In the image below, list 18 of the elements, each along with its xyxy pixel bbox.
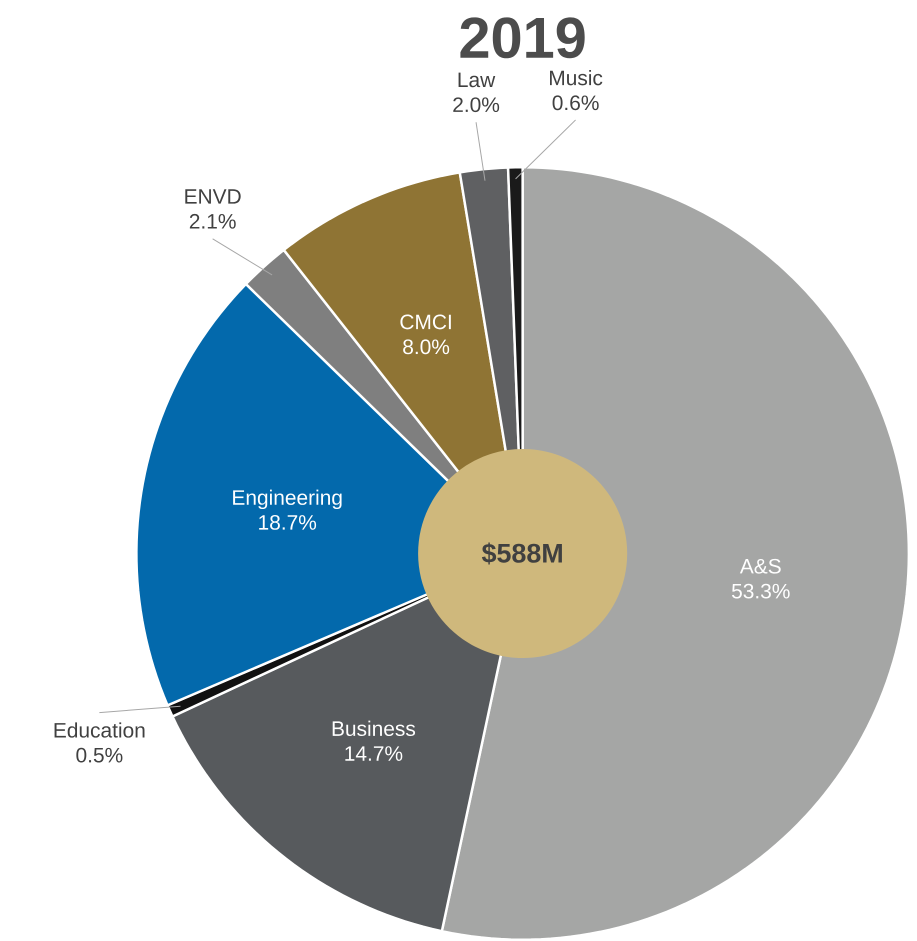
data-label: 0.5% xyxy=(76,748,123,763)
data-label: 14.7% xyxy=(345,746,402,761)
slice-label: Music xyxy=(550,70,602,86)
slice-label: Business xyxy=(332,720,416,736)
slice-label: A&S xyxy=(740,558,781,574)
slice-label: ENVD xyxy=(185,189,241,204)
data-label: 2.0% xyxy=(453,97,500,112)
slice-label: Engineering xyxy=(233,490,342,510)
text: $588M xyxy=(482,542,562,564)
slice-label: CMCI xyxy=(400,314,451,330)
data-label: 8.0% xyxy=(403,339,450,354)
data-label: 18.7% xyxy=(259,515,316,530)
data-label: 0.6% xyxy=(552,95,599,110)
data-label: 2.1% xyxy=(190,214,236,229)
data-label: 53.3% xyxy=(732,584,790,599)
slice-label: Law xyxy=(458,72,496,88)
chart-title: 2019 xyxy=(460,17,585,58)
slice-label: Education xyxy=(54,722,145,738)
